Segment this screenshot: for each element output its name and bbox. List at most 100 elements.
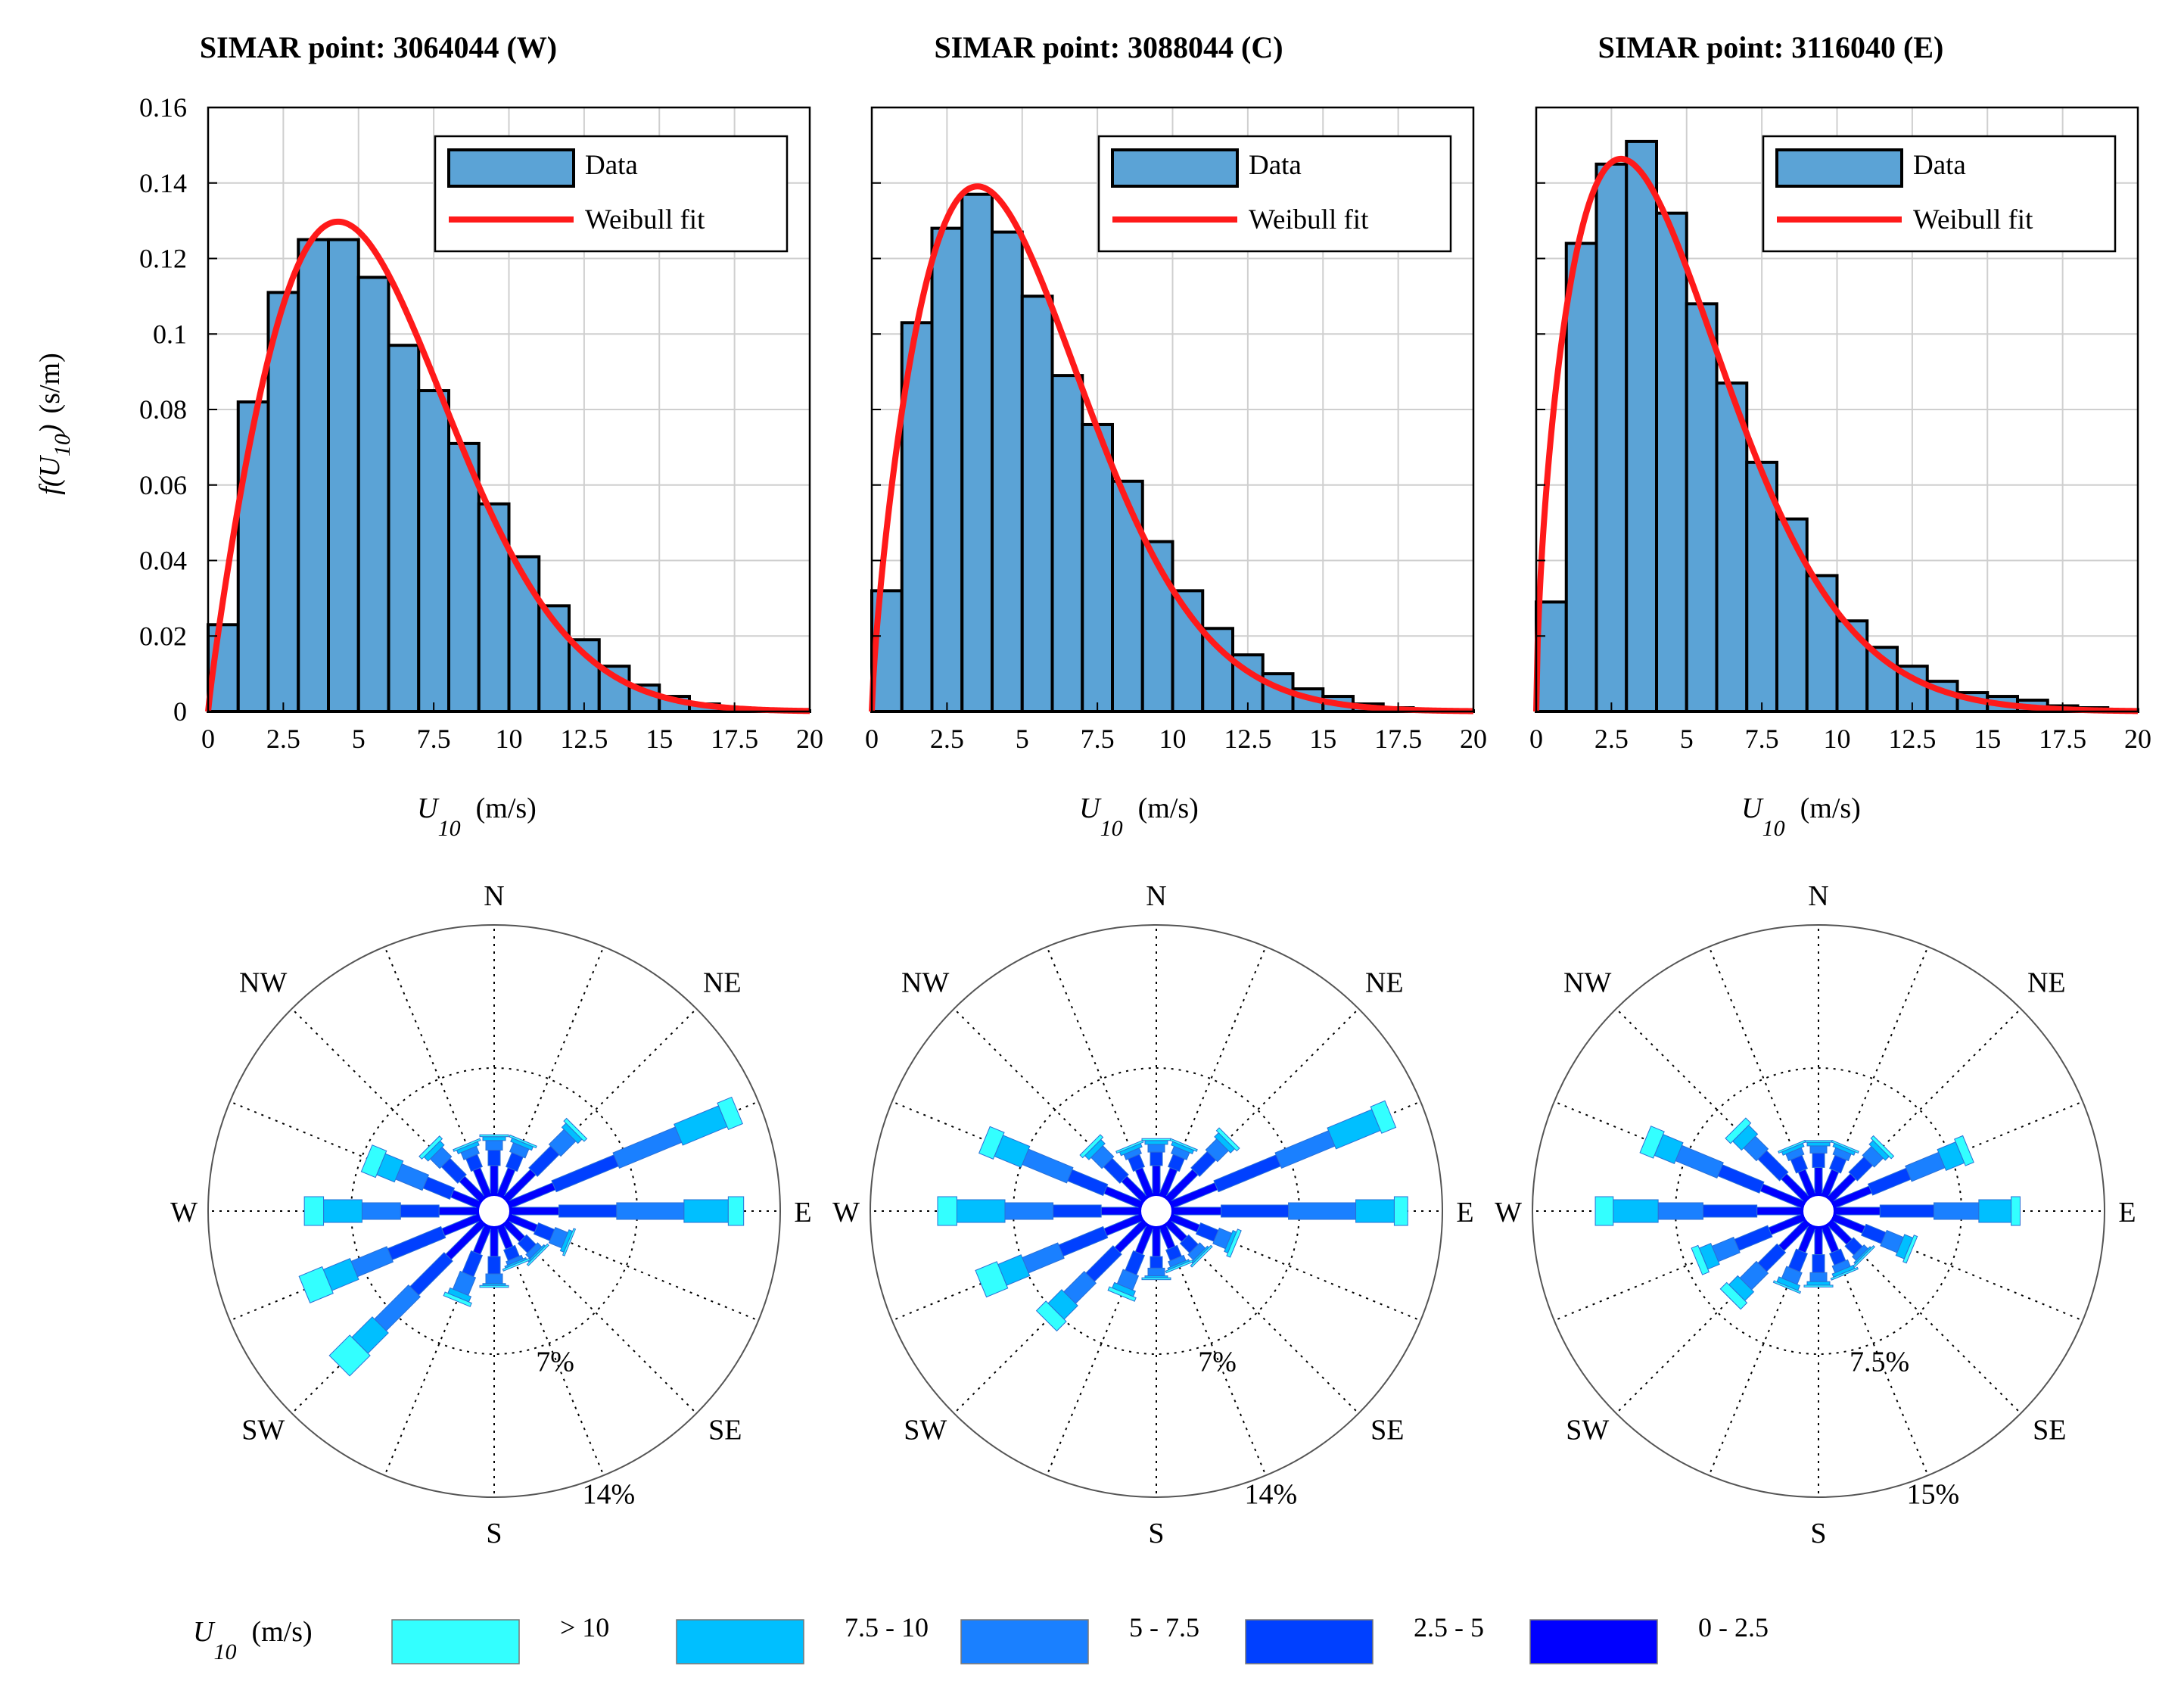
rose-segment — [360, 1144, 387, 1179]
rose-petal-nw — [1079, 1134, 1148, 1203]
rose-petal-w — [1594, 1196, 1803, 1226]
legend-label-data: Data — [585, 150, 638, 181]
direction-label-nw: NW — [901, 967, 949, 999]
histogram-title: SIMAR point: 3116040 (E) — [1598, 30, 1944, 64]
rose-segment — [1150, 1256, 1163, 1269]
rose-segment — [551, 1154, 619, 1193]
rose-petal-ene — [1831, 1135, 1974, 1209]
rose-segment — [418, 1135, 443, 1160]
x-tick-label: 20 — [796, 724, 823, 754]
rose-segment — [1085, 1245, 1122, 1282]
rose-segment — [1902, 1235, 1918, 1264]
direction-label-sw: SW — [904, 1414, 947, 1446]
x-tick-label: 12.5 — [1888, 724, 1936, 754]
wind-rose-e: N NE E SE S SW W NW 7.5% 15% — [1495, 880, 2136, 1549]
rose-petal-wsw — [1691, 1213, 1806, 1275]
x-tick-label: 15 — [646, 724, 673, 754]
legend-title-subscript: 10 — [213, 1639, 236, 1664]
rose-segment — [1022, 1148, 1074, 1184]
direction-label-w: W — [1495, 1197, 1522, 1228]
rose-segment — [975, 1261, 1009, 1298]
rose-segment — [1172, 1207, 1222, 1216]
histogram-bar — [447, 441, 481, 713]
direction-label-ne: NE — [1365, 967, 1404, 999]
rose-petal-n — [1803, 1140, 1834, 1195]
legend-label-data: Data — [1913, 150, 1966, 181]
rose-segment — [298, 1266, 334, 1303]
rose-segment — [674, 1105, 728, 1146]
rose-segment — [1144, 1140, 1168, 1145]
rose-petal-nw — [1725, 1117, 1810, 1203]
histogram-bar — [1564, 241, 1598, 713]
rose-segment — [443, 1291, 472, 1307]
rose-segment — [1141, 1138, 1171, 1141]
legend-swatch — [960, 1619, 1089, 1664]
x-tick-label: 0 — [201, 724, 215, 754]
rose-segment — [717, 1096, 743, 1131]
rose-segment — [727, 1196, 745, 1226]
rose-segment — [2011, 1196, 2021, 1226]
rose-segment — [1803, 1284, 1834, 1288]
rose-segment — [1355, 1199, 1395, 1223]
y-tick-label: 0.14 — [139, 168, 187, 198]
histogram-panel-c: SIMAR point: 3088044 (C) U10(m/s) 0 2.5 5 7… — [865, 30, 1487, 841]
rose-segment — [1978, 1199, 2012, 1223]
x-label-subscript: 10 — [1100, 816, 1123, 841]
rose-segment — [1288, 1202, 1357, 1220]
x-tick-label: 12.5 — [1224, 724, 1271, 754]
rose-petal-ese — [1169, 1213, 1242, 1258]
legend-bin-label: 5 - 7.5 — [1129, 1612, 1199, 1643]
direction-label-se: SE — [1370, 1414, 1404, 1446]
rose-segment — [1079, 1134, 1104, 1159]
legend-title-unit: (m/s) — [251, 1616, 312, 1648]
rose-segment — [1812, 1254, 1825, 1273]
rose-petal-ne — [502, 1117, 588, 1203]
histogram-bar — [1201, 627, 1234, 714]
rose-segment — [1657, 1202, 1703, 1220]
y-label-prefix: f(U — [34, 455, 66, 495]
histogram-bar — [387, 344, 421, 713]
x-tick-label: 10 — [1159, 724, 1187, 754]
direction-label-s: S — [1810, 1518, 1826, 1549]
legend-swatch — [1245, 1619, 1374, 1664]
ring-label: 14% — [1245, 1479, 1298, 1511]
rose-petal-nne — [1159, 1138, 1198, 1198]
rose-segment — [1778, 1139, 1806, 1154]
histogram-bar — [327, 238, 360, 713]
rose-petal-sw — [328, 1219, 486, 1377]
direction-label-se: SE — [2033, 1414, 2066, 1446]
x-tick-label: 20 — [2124, 724, 2151, 754]
legend-label-fit: Weibull fit — [585, 204, 705, 235]
x-tick-label: 15 — [1309, 724, 1336, 754]
direction-label-ne: NE — [703, 967, 742, 999]
rose-segment — [1719, 1281, 1748, 1310]
legend-bin-label: > 10 — [560, 1612, 609, 1643]
x-tick-label: 17.5 — [1374, 724, 1422, 754]
rose-center — [1138, 1193, 1174, 1229]
rose-segment — [1806, 1141, 1831, 1147]
rose-segment — [1147, 1267, 1165, 1277]
rose-segment — [1717, 1164, 1765, 1194]
rose-center — [476, 1193, 512, 1229]
rose-segment — [1169, 1138, 1198, 1152]
histogram-panel-w: SIMAR point: 3064044 (W) U10(m/s) 0 2.5 5 7… — [139, 30, 823, 841]
rose-segment — [387, 1225, 446, 1261]
rose-segment — [1190, 1244, 1213, 1268]
rose-segment — [1691, 1244, 1710, 1275]
direction-label-w: W — [832, 1197, 860, 1228]
rose-outer-ring — [207, 924, 781, 1498]
x-tick-label: 10 — [1824, 724, 1851, 754]
x-tick-label: 5 — [1680, 724, 1694, 754]
wind-speed-legend: U10 (m/s) > 10 7.5 - 10 5 - 7.5 2.5 - 5 0 - 2… — [193, 1612, 1769, 1664]
rose-petal-wnw — [978, 1126, 1143, 1209]
x-tick-label: 7.5 — [1081, 724, 1115, 754]
rose-petal-e — [1834, 1196, 2021, 1226]
rose-petal-sw — [1035, 1219, 1148, 1332]
rose-segment — [937, 1196, 957, 1226]
rose-petal-nnw — [453, 1138, 492, 1198]
histogram-bar — [1625, 139, 1658, 713]
y-tick-label: 0.04 — [139, 546, 187, 576]
histogram-bar — [1081, 422, 1114, 713]
rose-outer-ring — [1532, 924, 2105, 1498]
